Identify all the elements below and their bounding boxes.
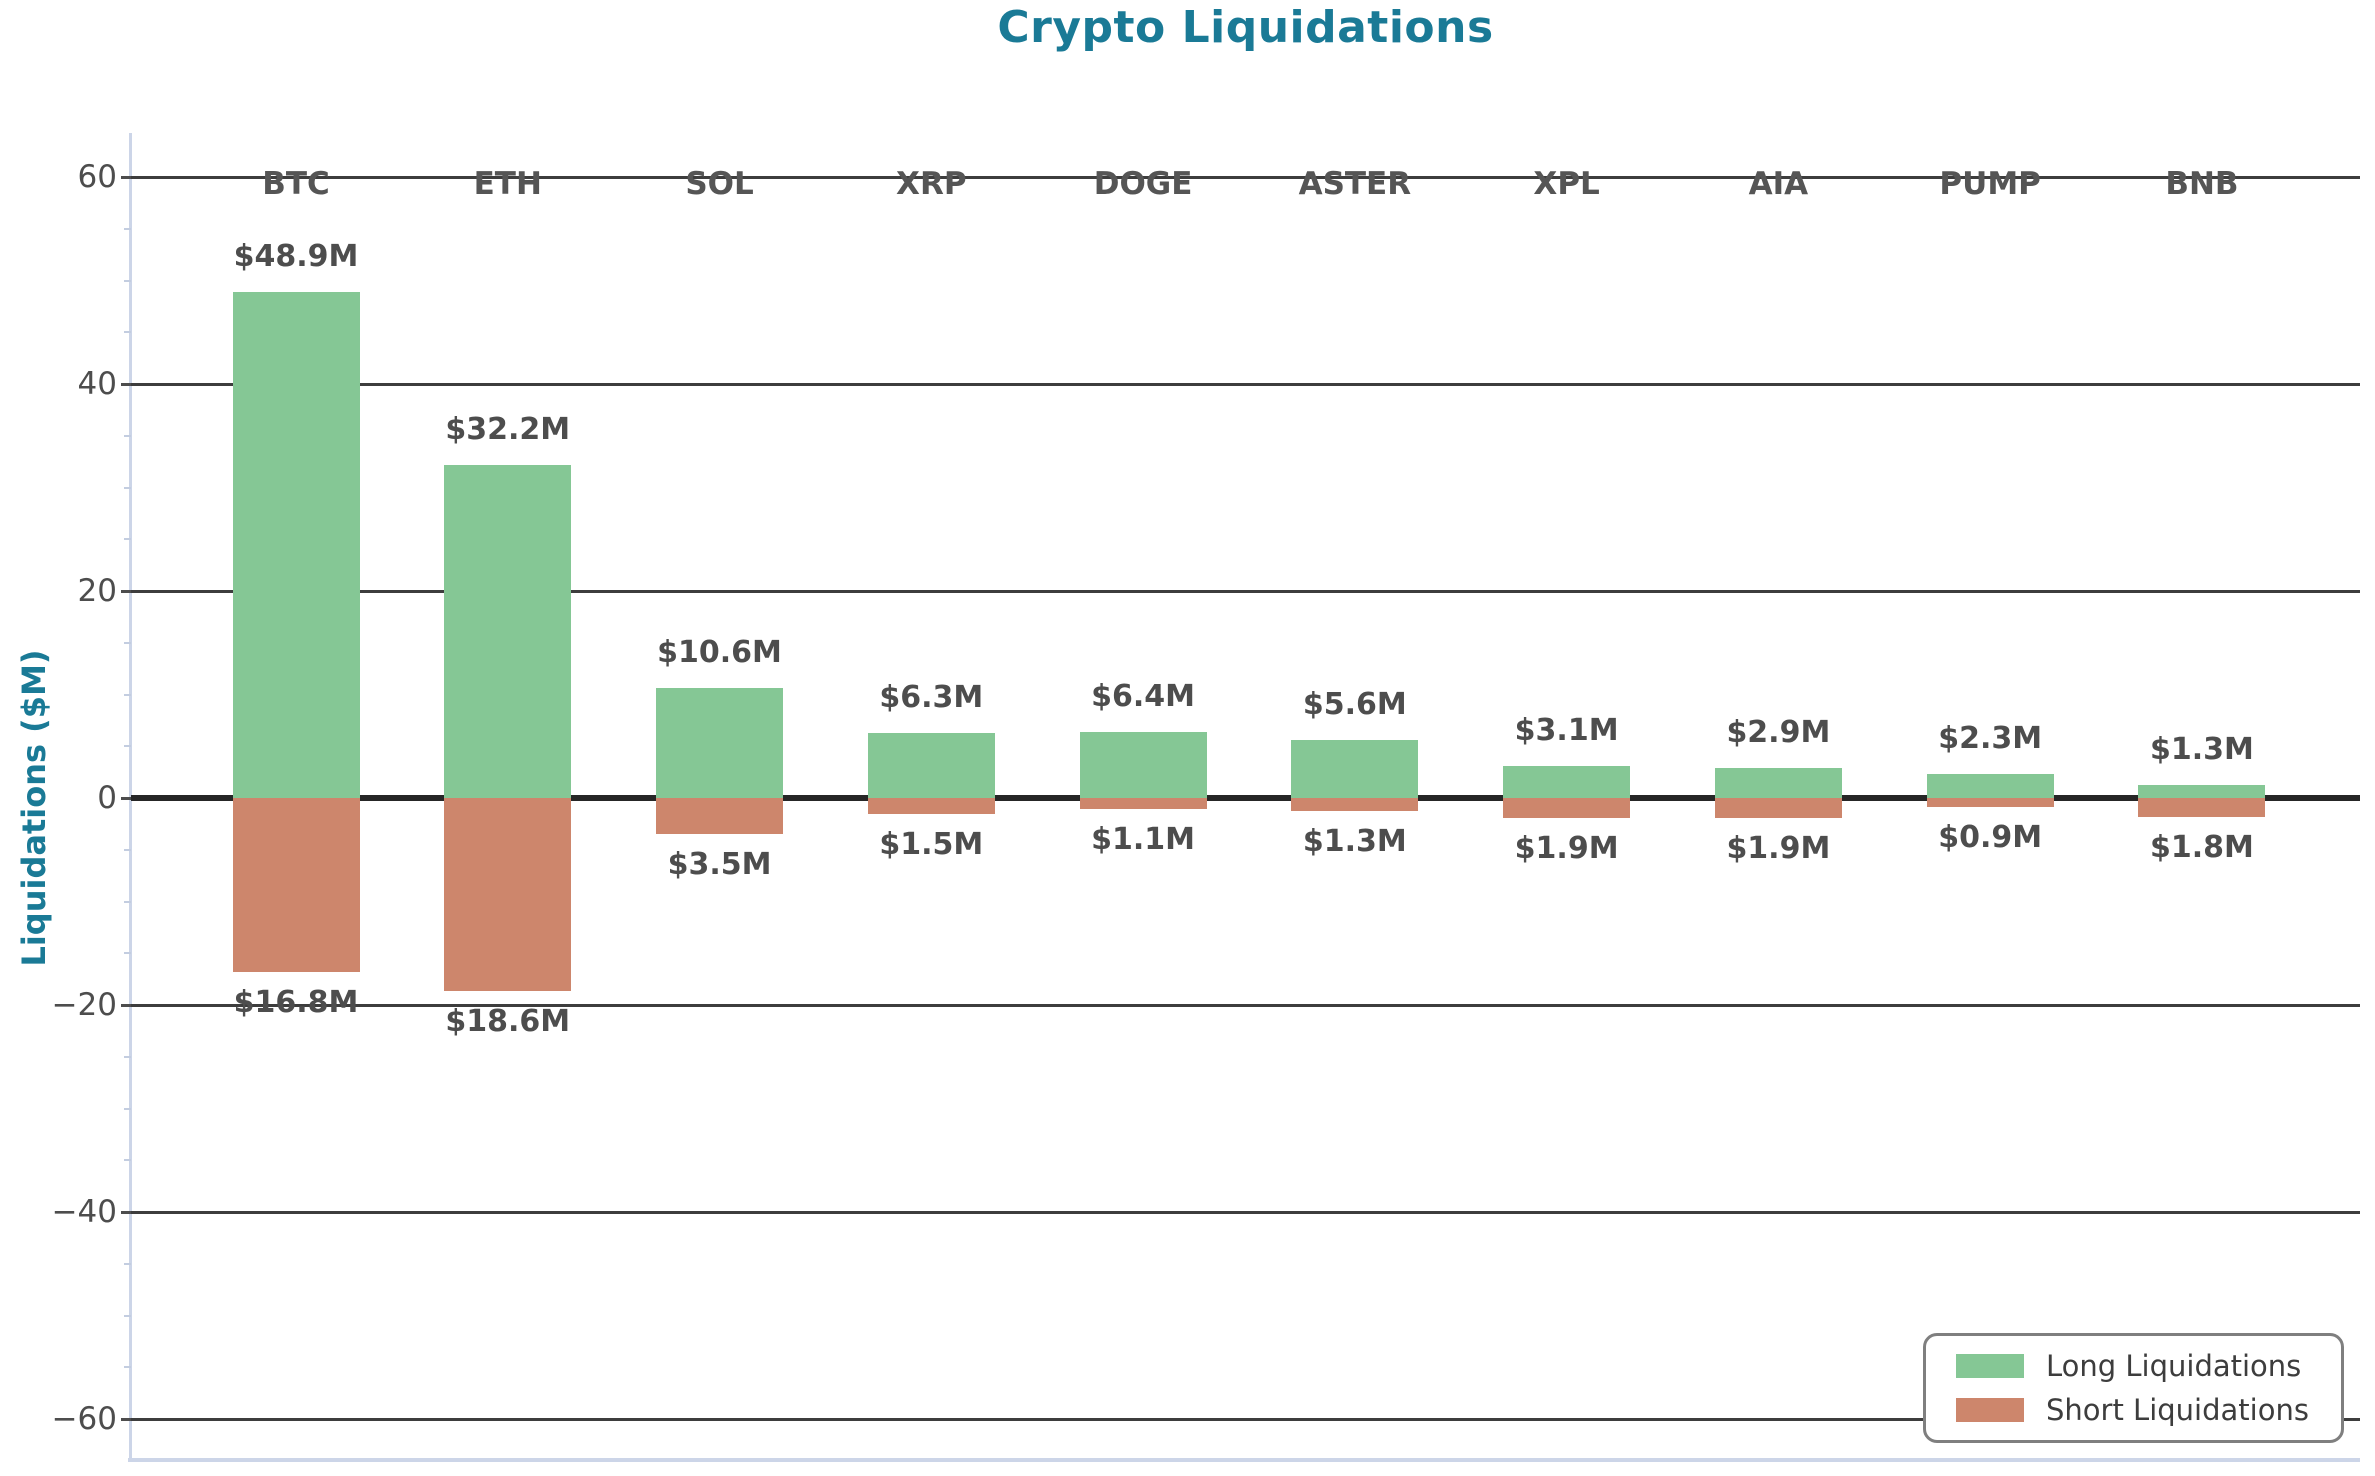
short-bar [444,798,572,991]
long-bar [867,732,995,798]
short-value-label: $18.6M [445,1003,571,1039]
y-tick-mark [121,1210,131,1214]
long-bar [1926,774,2054,798]
y-tick-mark [121,589,131,593]
long-bar [2138,784,2266,798]
short-value-label: $1.5M [879,826,984,862]
short-value-label: $1.9M [1514,830,1619,866]
long-value-label: $2.9M [1726,714,1831,750]
y-tick-label: 60 [77,159,117,195]
long-bar [232,291,360,798]
y-tick-mark [121,175,131,179]
y-minor-tick [124,745,131,748]
zero-gridline [131,795,2360,801]
short-bar [867,798,995,814]
y-minor-tick [124,848,131,851]
y-minor-tick [124,1314,131,1317]
short-bar [656,798,784,835]
y-minor-tick [124,1262,131,1265]
long-value-label: $3.1M [1514,712,1619,748]
x-axis-spine [128,1458,2360,1462]
gridline [131,1417,2360,1421]
short-bar [232,798,360,972]
y-minor-tick [124,331,131,334]
short-bar [1926,798,2054,808]
gridline [131,382,2360,386]
legend-label-short: Short Liquidations [2046,1393,2309,1427]
chart-title: Crypto Liquidations [997,2,1494,53]
long-value-label: $6.4M [1091,678,1196,714]
y-minor-tick [124,434,131,437]
y-minor-tick [124,952,131,955]
y-tick-mark [121,1417,131,1421]
short-value-label: $1.9M [1726,830,1831,866]
short-bar [1291,798,1419,812]
y-minor-tick [124,1159,131,1162]
y-tick-label: −40 [51,1194,117,1230]
long-bar [444,464,572,798]
y-minor-tick [124,538,131,541]
short-value-label: $0.9M [1938,820,2043,856]
legend-swatch-short-icon [1956,1398,2024,1422]
category-label: XRP [896,166,967,202]
legend: Long Liquidations Short Liquidations [1923,1333,2344,1443]
gridline [131,175,2360,179]
y-tick-label: 0 [97,780,117,816]
short-value-label: $1.3M [1302,824,1407,860]
long-value-label: $10.6M [657,635,782,671]
long-value-label: $6.3M [879,679,984,715]
y-minor-tick [124,693,131,696]
long-value-label: $48.9M [233,238,359,274]
legend-row-long: Long Liquidations [1956,1349,2341,1383]
category-label: XPL [1533,166,1600,202]
legend-swatch-long-icon [1956,1354,2024,1378]
category-label: DOGE [1093,166,1193,202]
long-value-label: $2.3M [1938,721,2043,757]
long-value-label: $32.2M [445,411,571,447]
y-minor-tick [124,1055,131,1058]
category-label: ASTER [1298,166,1412,202]
gridline [131,1210,2360,1214]
short-bar [1714,798,1842,818]
y-tick-mark [121,1003,131,1007]
y-tick-mark [121,796,131,800]
y-minor-tick [124,900,131,903]
category-label: AIA [1748,166,1809,202]
y-minor-tick [124,1366,131,1369]
short-value-label: $1.1M [1091,822,1196,858]
y-minor-tick [124,227,131,230]
category-label: SOL [685,166,754,202]
category-label: BNB [2165,166,2239,202]
y-minor-tick [124,279,131,282]
gridline [131,589,2360,593]
y-tick-mark [121,382,131,386]
category-label: BTC [262,166,330,202]
y-minor-tick [124,1107,131,1110]
legend-row-short: Short Liquidations [1956,1393,2341,1427]
y-minor-tick [124,641,131,644]
long-bar [656,688,784,798]
short-value-label: $1.8M [2149,829,2254,865]
short-bar [2138,798,2266,817]
y-minor-tick [124,486,131,489]
short-bar [1503,798,1631,818]
short-bar [1079,798,1207,810]
short-value-label: $16.8M [233,984,359,1020]
long-value-label: $1.3M [2149,731,2254,767]
long-bar [1714,767,1842,798]
y-tick-label: −20 [51,987,117,1023]
category-label: ETH [473,166,542,202]
long-bar [1079,731,1207,798]
y-tick-label: 20 [77,573,117,609]
long-bar [1503,765,1631,798]
gridline [131,1003,2360,1007]
long-bar [1291,740,1419,798]
y-tick-label: −60 [51,1401,117,1437]
legend-label-long: Long Liquidations [2046,1349,2302,1383]
long-value-label: $5.6M [1302,687,1407,723]
category-label: PUMP [1939,166,2041,202]
y-tick-label: 40 [77,366,117,402]
short-value-label: $3.5M [667,847,772,883]
